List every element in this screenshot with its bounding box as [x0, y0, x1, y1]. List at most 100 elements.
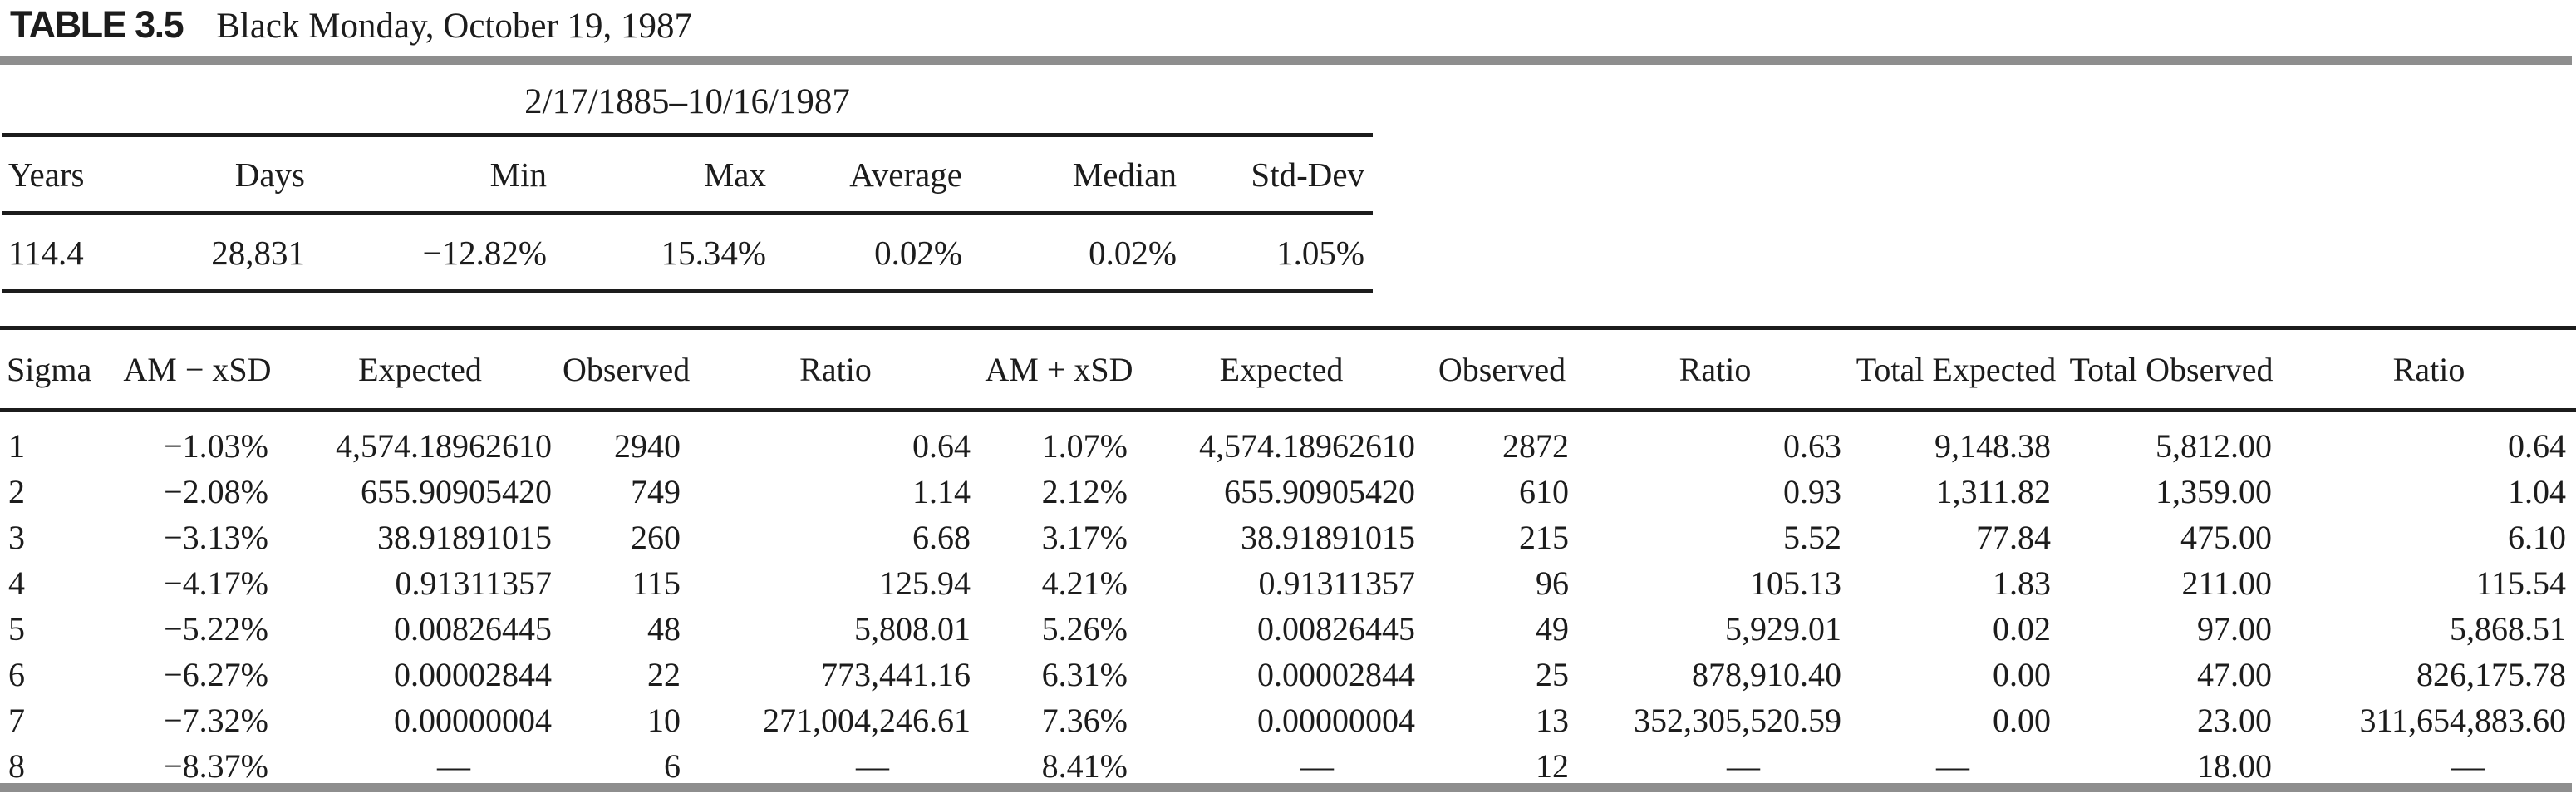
cell: 38.91891015	[377, 519, 552, 556]
cell: 6.68	[912, 519, 971, 556]
cell: 0.00	[1993, 656, 2051, 693]
cell: 7	[8, 702, 25, 739]
cell: 5,808.01	[854, 610, 971, 648]
column-header: Median	[971, 135, 1185, 215]
column-header: AM − xSD	[116, 326, 278, 412]
cell: 5,868.51	[2450, 610, 2566, 648]
cell: 0.91311357	[395, 564, 552, 602]
cell: 475.00	[2180, 519, 2272, 556]
cell: −8.37%	[164, 747, 268, 785]
cell: −1.03%	[164, 427, 268, 465]
period-label: 2/17/1885–10/16/1987	[2, 71, 1374, 137]
summary-header-row: Years Days Min Max Average Median Std-De…	[2, 135, 1374, 215]
column-header: Observed	[1425, 326, 1579, 412]
cell: 7.36%	[1041, 702, 1128, 739]
cell: 22	[647, 656, 681, 693]
cell: 878,910.40	[1692, 656, 1841, 693]
cell: −4.17%	[164, 564, 268, 602]
cell: 47.00	[2197, 656, 2272, 693]
cell: 2.12%	[1041, 473, 1128, 510]
cell: —	[1300, 747, 1334, 785]
cell: 115	[632, 564, 681, 602]
cell: 4.21%	[1041, 564, 1128, 602]
cell: 5.26%	[1041, 610, 1128, 648]
column-header: Average	[774, 135, 971, 215]
column-header: Max	[555, 135, 774, 215]
cell: —	[856, 747, 889, 785]
cell: −12.82%	[313, 213, 555, 293]
sigma-header-row: Sigma AM − xSD Expected Observed Ratio A…	[0, 326, 2576, 412]
cell: 2872	[1502, 427, 1569, 465]
cell: 1.04	[2508, 473, 2566, 510]
column-header: Years	[2, 135, 120, 215]
cell: 0.00000004	[1257, 702, 1415, 739]
cell: 1.07%	[1041, 427, 1128, 465]
table-row: 6 −6.27% 0.00002844 22 773,441.16 6.31% …	[0, 652, 2576, 697]
cell: 311,654,883.60	[2359, 702, 2566, 739]
cell: 655.90905420	[1224, 473, 1415, 510]
cell: 8.41%	[1041, 747, 1128, 785]
cell: 25	[1536, 656, 1569, 693]
summary-data-row: 114.4 28,831 −12.82% 15.34% 0.02% 0.02% …	[2, 213, 1374, 293]
cell: 0.02%	[774, 213, 971, 293]
cell: 0.00826445	[394, 610, 552, 648]
table-row: 4 −4.17% 0.91311357 115 125.94 4.21% 0.9…	[0, 560, 2576, 606]
cell: 211.00	[2181, 564, 2272, 602]
cell: 96	[1536, 564, 1569, 602]
cell: −2.08%	[164, 473, 268, 510]
cell: 6.31%	[1041, 656, 1128, 693]
cell: 13	[1536, 702, 1569, 739]
cell: 0.02	[1993, 610, 2051, 648]
cell: 4	[8, 564, 25, 602]
cell: −7.32%	[164, 702, 268, 739]
table-row: 2 −2.08% 655.90905420 749 1.14 2.12% 655…	[0, 469, 2576, 515]
cell: 0.00826445	[1257, 610, 1415, 648]
column-header: Total Observed	[2061, 326, 2282, 412]
column-header: AM + xSD	[981, 326, 1138, 412]
cell: 9,148.38	[1934, 427, 2051, 465]
cell: 4,574.18962610	[1199, 427, 1415, 465]
cell: 215	[1519, 519, 1569, 556]
cell: 6	[8, 656, 25, 693]
cell: 10	[647, 702, 681, 739]
cell: 28,831	[120, 213, 313, 293]
cell: 0.00000004	[394, 702, 552, 739]
cell: 0.64	[2508, 427, 2566, 465]
cell: 655.90905420	[361, 473, 552, 510]
column-header: Total Expected	[1851, 326, 2061, 412]
cell: 5.52	[1783, 519, 1841, 556]
table-caption: Black Monday, October 19, 1987	[216, 7, 693, 46]
table-row: 5 −5.22% 0.00826445 48 5,808.01 5.26% 0.…	[0, 606, 2576, 652]
bottom-divider-rule	[0, 783, 2572, 792]
cell: 1,311.82	[1935, 473, 2051, 510]
column-header: Expected	[1138, 326, 1425, 412]
cell: 48	[647, 610, 681, 648]
cell: 271,004,246.61	[763, 702, 971, 739]
cell: −3.13%	[164, 519, 268, 556]
column-header: Std-Dev	[1185, 135, 1374, 215]
cell: 23.00	[2197, 702, 2272, 739]
table-number-label: TABLE 3.5	[10, 3, 184, 46]
cell: 0.91311357	[1258, 564, 1415, 602]
cell: 2940	[614, 427, 681, 465]
cell: 114.4	[2, 213, 120, 293]
cell: 773,441.16	[821, 656, 971, 693]
cell: —	[2451, 747, 2485, 785]
cell: 97.00	[2197, 610, 2272, 648]
cell: 0.64	[912, 427, 971, 465]
cell: 12	[1536, 747, 1569, 785]
cell: 6	[664, 747, 681, 785]
cell: 1.05%	[1185, 213, 1374, 293]
cell: —	[1936, 747, 1969, 785]
table-row: 3 −3.13% 38.91891015 260 6.68 3.17% 38.9…	[0, 515, 2576, 560]
sigma-table: Sigma AM − xSD Expected Observed Ratio A…	[0, 326, 2576, 789]
cell: 5,929.01	[1725, 610, 1841, 648]
cell: 0.93	[1783, 473, 1841, 510]
cell: 1	[8, 427, 25, 465]
cell: 38.91891015	[1241, 519, 1415, 556]
top-divider-rule	[0, 56, 2572, 65]
column-header: Min	[313, 135, 555, 215]
cell: 0.63	[1783, 427, 1841, 465]
column-header: Ratio	[2282, 326, 2576, 412]
cell: −6.27%	[164, 656, 268, 693]
